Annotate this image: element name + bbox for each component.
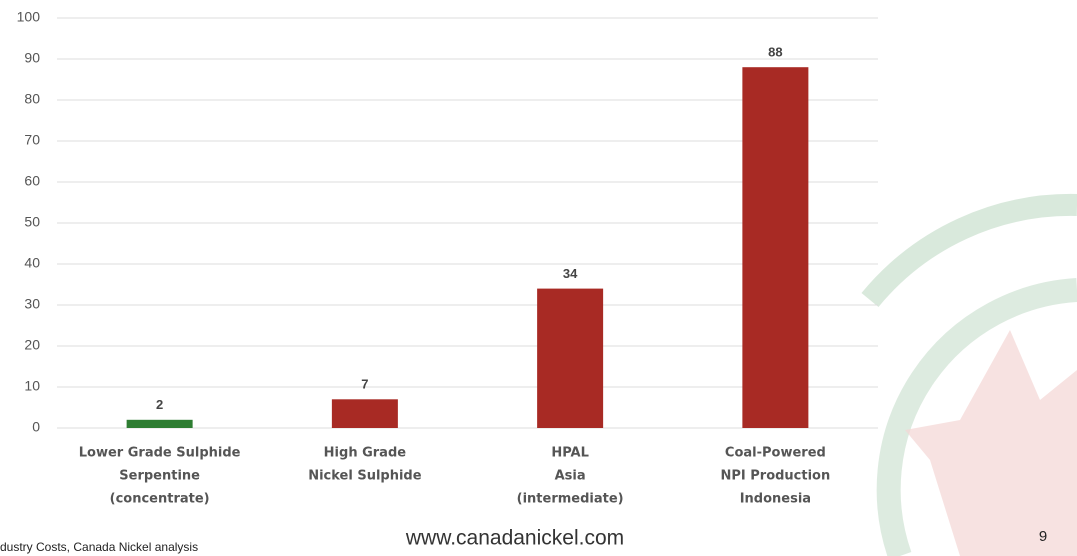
- y-tick-label: 70: [24, 132, 40, 148]
- y-tick-label: 40: [24, 255, 40, 271]
- page-number: 9: [1039, 528, 1047, 545]
- y-tick-label: 90: [24, 50, 40, 66]
- y-tick-label: 50: [24, 214, 40, 230]
- value-label: 88: [768, 45, 782, 60]
- footer-url: www.canadanickel.com: [405, 527, 624, 550]
- y-tick-label: 20: [24, 337, 40, 353]
- y-tick-label: 100: [17, 9, 41, 25]
- value-label: 2: [156, 397, 163, 412]
- y-tick-label: 0: [32, 419, 40, 435]
- background-decoration: [861, 193, 1077, 556]
- footer-source: dustry Costs, Canada Nickel analysis: [0, 540, 198, 554]
- x-tick-label: Coal-Powered: [725, 446, 826, 461]
- value-label: 34: [563, 266, 578, 281]
- x-tick-label: Lower Grade Sulphide: [79, 446, 241, 461]
- x-tick-label: Indonesia: [740, 492, 811, 507]
- y-tick-label: 30: [24, 296, 40, 312]
- x-tick-label: (intermediate): [517, 492, 624, 507]
- x-tick-label: HPAL: [551, 446, 589, 461]
- bar: [537, 288, 604, 428]
- bar: [331, 399, 398, 428]
- y-tick-label: 80: [24, 91, 40, 107]
- y-tick-label: 10: [24, 378, 40, 394]
- y-tick-label: 60: [24, 173, 40, 189]
- x-tick-label: (concentrate): [110, 492, 210, 507]
- x-tick-label: Serpentine: [119, 469, 200, 484]
- x-tick-label: High Grade: [324, 446, 407, 461]
- x-tick-label: NPI Production: [720, 469, 830, 484]
- x-tick-label: Nickel Sulphide: [308, 469, 422, 484]
- bar: [742, 67, 809, 428]
- bar: [126, 419, 193, 428]
- x-tick-label: Asia: [555, 469, 586, 484]
- value-label: 7: [361, 377, 368, 392]
